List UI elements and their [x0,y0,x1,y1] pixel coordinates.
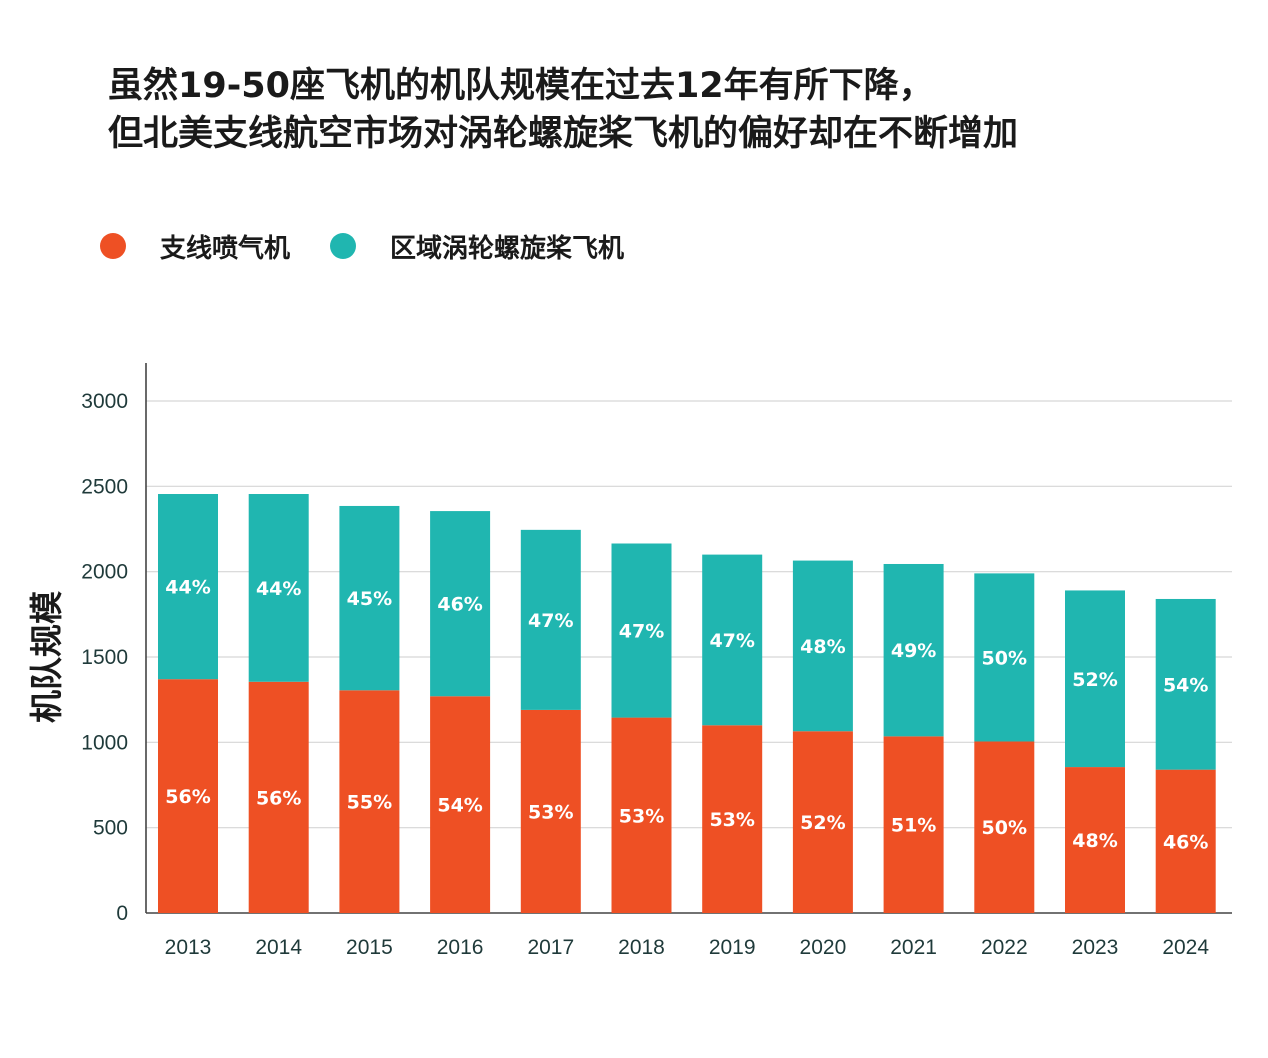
bar-turboprop [158,494,218,680]
bar-label-regional-jet: 53% [709,809,754,831]
bar-label-turboprop: 52% [1072,669,1117,691]
stacked-bar-chart: 0 500 1000 1500 2000 2500 3000 机队规模 56% 44% 2013 56… [27,363,1232,959]
y-tick-label: 1500 [81,646,128,669]
bar-label-turboprop: 48% [800,636,845,658]
bar-turboprop [430,511,491,697]
bar-regional-jet [702,725,763,913]
y-tick-label: 1000 [81,731,128,754]
bar-regional-jet [883,736,944,913]
bar-turboprop [1155,598,1216,770]
legend-swatch-regional-jet [100,233,126,259]
bar-regional-jet [974,741,1035,913]
bar-label-turboprop: 47% [619,621,664,643]
x-tick-label: 2013 [165,936,212,959]
legend-label-regional-jet: 支线喷气机 [160,233,291,264]
y-tick-label: 2000 [81,561,128,584]
y-axis-title: 机队规模 [27,590,66,723]
bar-label-regional-jet: 53% [619,805,664,827]
bar-turboprop [702,554,763,726]
x-tick-label: 2017 [527,936,574,959]
bar-label-regional-jet: 52% [800,812,845,834]
bar-regional-jet [158,679,218,913]
legend-label-turboprop: 区域涡轮螺旋桨飞机 [390,233,625,264]
bar-label-regional-jet: 51% [891,815,936,837]
bar-label-regional-jet: 46% [1163,831,1208,853]
legend-item-regional-jet: 支线喷气机 [100,228,290,265]
bar-turboprop [339,505,400,691]
bar-label-turboprop: 50% [982,647,1027,669]
bar-label-regional-jet: 55% [347,792,392,814]
bar-turboprop [792,560,853,732]
x-tick-label: 2015 [346,936,393,959]
y-tick-label: 2500 [81,475,128,498]
bar-label-regional-jet: 56% [256,787,301,809]
y-tick-label: 3000 [81,390,128,413]
x-tick-label: 2020 [800,936,847,959]
bar-turboprop [1065,590,1125,768]
bar-turboprop [520,529,581,710]
bar-regional-jet [430,696,491,913]
bar-label-turboprop: 47% [528,610,573,632]
chart-title-line-1: 虽然19-50座飞机的机队规模在过去12年有所下降， [108,66,934,106]
bar-turboprop [883,563,944,737]
bar-label-turboprop: 49% [891,640,936,662]
bar-label-regional-jet: 53% [528,801,573,823]
bar-turboprop [248,494,309,682]
bar-regional-jet [1155,769,1216,913]
x-tick-label: 2021 [890,936,937,959]
x-tick-label: 2019 [709,936,756,959]
bar-label-turboprop: 47% [709,630,754,652]
bar-label-turboprop: 44% [256,578,301,600]
x-tick-label: 2024 [1162,936,1209,959]
bar-label-turboprop: 45% [347,588,392,610]
bar-regional-jet [1065,767,1125,913]
bar-regional-jet [611,717,672,913]
x-tick-label: 2022 [981,936,1028,959]
bar-label-regional-jet: 54% [437,795,482,817]
legend-swatch-turboprop [330,233,357,259]
legend: 支线喷气机 区域涡轮螺旋桨飞机 [100,226,664,266]
bar-regional-jet [520,709,581,913]
bar-turboprop [611,543,672,718]
y-tick-label: 500 [93,817,128,840]
bar-regional-jet [339,690,400,913]
bar-label-turboprop: 46% [437,594,482,616]
bar-label-turboprop: 44% [165,577,210,599]
bar-regional-jet [248,681,309,913]
x-tick-label: 2016 [437,936,484,959]
bar-turboprop [974,573,1035,742]
legend-item-turboprop: 区域涡轮螺旋桨飞机 [330,228,624,265]
x-tick-label: 2014 [255,936,302,959]
bar-label-regional-jet: 56% [165,786,210,808]
chart-title: 虽然19-50座飞机的机队规模在过去12年有所下降， 但北美支线航空市场对涡轮螺… [108,62,1228,158]
x-tick-label: 2018 [618,936,665,959]
bar-label-turboprop: 54% [1163,674,1208,696]
chart-title-line-2: 但北美支线航空市场对涡轮螺旋桨飞机的偏好却在不断增加 [108,114,1019,154]
bar-regional-jet [792,731,853,913]
bar-label-regional-jet: 50% [982,817,1027,839]
y-tick-label: 0 [116,902,128,925]
x-tick-label: 2023 [1072,936,1119,959]
bar-label-regional-jet: 48% [1072,830,1117,852]
